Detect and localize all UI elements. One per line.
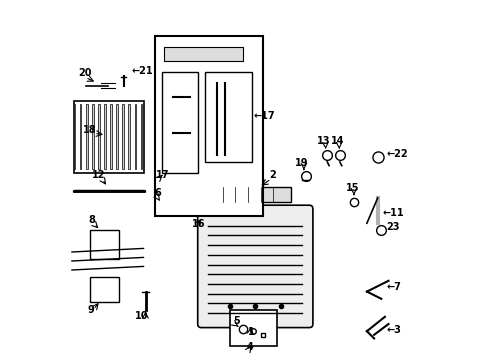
Bar	[163, 47, 242, 61]
Text: 2: 2	[269, 170, 276, 180]
Text: 13: 13	[316, 136, 330, 146]
Bar	[141, 104, 142, 169]
Text: 16: 16	[192, 219, 205, 229]
Text: 15: 15	[345, 183, 359, 193]
Text: ←21: ←21	[131, 66, 152, 76]
Text: 14: 14	[330, 136, 344, 146]
Text: 17: 17	[156, 170, 169, 180]
Text: 1: 1	[247, 327, 254, 337]
Text: 23: 23	[385, 222, 399, 233]
Text: 9: 9	[88, 305, 95, 315]
Text: 4: 4	[246, 342, 252, 352]
Text: ←3: ←3	[386, 325, 401, 335]
Bar	[219, 187, 291, 202]
Bar	[134, 104, 136, 169]
Bar	[110, 104, 112, 169]
Text: 18: 18	[83, 125, 96, 135]
Text: ←11: ←11	[382, 208, 403, 218]
FancyBboxPatch shape	[197, 205, 312, 328]
Text: 12: 12	[92, 170, 105, 180]
Text: 5: 5	[232, 316, 239, 326]
Text: 6: 6	[154, 188, 161, 198]
Bar	[128, 104, 130, 169]
Text: 19: 19	[295, 158, 308, 168]
Bar	[73, 104, 75, 169]
Text: 8: 8	[88, 215, 95, 225]
Bar	[80, 104, 81, 169]
Text: ←7: ←7	[386, 282, 401, 292]
Text: 10: 10	[135, 311, 148, 321]
Bar	[204, 72, 251, 162]
Bar	[122, 104, 124, 169]
Text: ←22: ←22	[386, 149, 407, 159]
Bar	[230, 310, 276, 346]
Bar	[162, 72, 197, 173]
Bar	[98, 104, 100, 169]
Bar	[116, 104, 118, 169]
Bar	[85, 104, 87, 169]
Text: ←17: ←17	[253, 111, 275, 121]
Bar	[154, 36, 262, 216]
Bar	[89, 277, 118, 302]
Bar	[89, 230, 118, 259]
Bar	[73, 101, 143, 173]
Bar	[104, 104, 105, 169]
Text: 20: 20	[79, 68, 92, 78]
Bar	[92, 104, 94, 169]
